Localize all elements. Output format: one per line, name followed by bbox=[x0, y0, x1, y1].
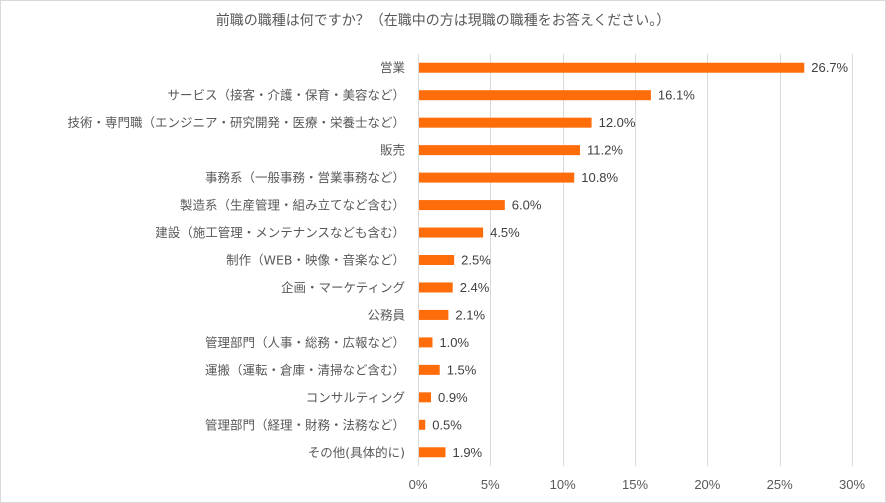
x-tick-label: 25% bbox=[767, 477, 793, 492]
category-label: 製造系（生産管理・組み立てなど含む） bbox=[180, 198, 405, 213]
data-label: 1.0% bbox=[439, 335, 469, 350]
data-label: 1.9% bbox=[452, 445, 482, 460]
data-label: 26.7% bbox=[811, 60, 848, 75]
category-label: 運搬（運転・倉庫・清掃など含む） bbox=[205, 362, 405, 377]
bar bbox=[419, 447, 446, 458]
category-label: 建設（施工管理・メンテナンスなども含む） bbox=[155, 225, 405, 240]
data-label: 2.1% bbox=[455, 307, 485, 322]
bar bbox=[419, 282, 453, 293]
data-label: 11.2% bbox=[587, 143, 623, 158]
bar bbox=[419, 200, 505, 211]
bar bbox=[419, 337, 433, 348]
category-label: 営業 bbox=[380, 60, 406, 75]
category-label: サービス（接客・介護・保育・美容など） bbox=[167, 88, 405, 103]
data-label: 2.5% bbox=[461, 253, 491, 268]
category-label: 販売 bbox=[380, 143, 405, 158]
bar bbox=[419, 309, 449, 320]
category-label: 制作（WEB・映像・音楽など） bbox=[226, 253, 405, 268]
data-label: 0.9% bbox=[438, 390, 468, 405]
category-label: 管理部門（経理・財務・法務など） bbox=[205, 417, 405, 432]
x-tick-label: 15% bbox=[622, 477, 648, 492]
bar bbox=[419, 364, 440, 375]
category-label: 企画・マーケティング bbox=[281, 280, 405, 295]
category-label: 管理部門（人事・総務・広報など） bbox=[205, 335, 405, 350]
data-label: 4.5% bbox=[490, 225, 520, 240]
category-label: 公務員 bbox=[367, 307, 405, 322]
category-label: その他(具体的に) bbox=[308, 445, 405, 460]
bar bbox=[419, 145, 581, 156]
data-label: 10.8% bbox=[581, 170, 618, 185]
bar bbox=[419, 117, 592, 128]
category-label: 事務系（一般事務・営業事務など） bbox=[205, 170, 405, 185]
bar bbox=[419, 419, 426, 430]
x-tick-label: 30% bbox=[839, 477, 865, 492]
data-label: 6.0% bbox=[512, 198, 542, 213]
category-label: 技術・専門職（エンジニア・研究開発・医療・栄養士など） bbox=[67, 115, 405, 130]
x-tick-label: 10% bbox=[550, 477, 576, 492]
bar bbox=[419, 90, 651, 101]
data-label: 0.5% bbox=[432, 417, 462, 432]
bar bbox=[419, 227, 484, 238]
bar bbox=[419, 392, 432, 403]
data-label: 1.5% bbox=[447, 362, 477, 377]
x-tick-label: 20% bbox=[694, 477, 720, 492]
data-label: 2.4% bbox=[460, 280, 490, 295]
category-label: コンサルティング bbox=[306, 390, 405, 405]
chart-title: 前職の職種は何ですか？（在職中の方は現職の職種をお答えください。） bbox=[215, 13, 671, 29]
data-label: 12.0% bbox=[599, 115, 636, 130]
bar bbox=[419, 62, 805, 73]
x-tick-label: 0% bbox=[409, 477, 428, 492]
data-label: 16.1% bbox=[658, 88, 695, 103]
bar bbox=[419, 172, 575, 183]
bar bbox=[419, 255, 455, 265]
x-tick-label: 5% bbox=[481, 477, 500, 492]
